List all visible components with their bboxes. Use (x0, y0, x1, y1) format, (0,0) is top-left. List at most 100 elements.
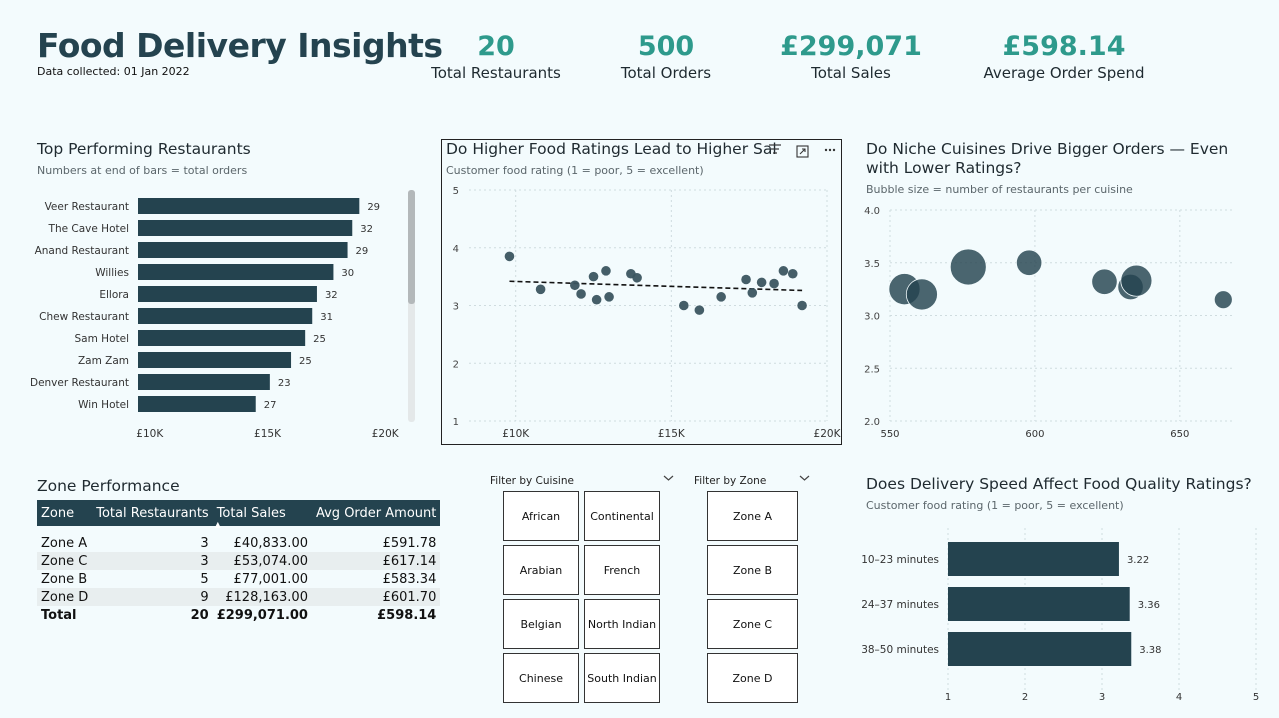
column-header-zone[interactable]: Zone (37, 500, 93, 526)
kpi-total-sales: £299,071 Total Sales (761, 30, 941, 82)
cell-avg: £591.78 (382, 535, 437, 551)
bar (138, 264, 334, 280)
cuisine-option-chinese[interactable]: Chinese (503, 653, 579, 703)
bar (138, 308, 313, 324)
category-label: Zam Zam (78, 355, 129, 367)
scatter-point (797, 300, 807, 311)
zone-option-a[interactable]: Zone A (707, 491, 798, 541)
kpi-average-order-spend: £598.14 Average Order Spend (974, 30, 1154, 82)
cell-avg: £617.14 (311, 552, 441, 570)
data-label: 3.22 (1127, 555, 1149, 566)
x-tick-label: £20K (372, 428, 400, 440)
cell-restaurants: 20 (190, 607, 209, 623)
column-header-label: Total Sales (216, 505, 286, 521)
scatter-point (787, 268, 798, 279)
cuisine-option-north-indian[interactable]: North Indian (584, 599, 660, 649)
y-tick-label: 3 (453, 302, 459, 313)
y-tick-label: 3.0 (864, 312, 880, 323)
scrollbar-thumb[interactable] (408, 190, 415, 304)
bar (948, 542, 1119, 576)
x-tick-label: 4 (1176, 692, 1182, 703)
scrollbar-track[interactable] (408, 190, 415, 422)
bar (138, 220, 353, 236)
chevron-down-icon[interactable] (799, 472, 810, 485)
zone-option-c[interactable]: Zone C (707, 599, 798, 649)
bar (138, 242, 348, 258)
filter-cuisine-label: Filter by Cuisine (490, 475, 574, 487)
data-label: 3.36 (1138, 600, 1160, 611)
x-tick-label: 2 (1022, 692, 1028, 703)
cell-zone: Total (41, 607, 77, 623)
cuisine-option-south-indian[interactable]: South Indian (584, 653, 660, 703)
data-label: 23 (278, 378, 291, 389)
x-tick-label: £10K (502, 428, 530, 440)
data-label: 25 (313, 334, 326, 345)
scatter-point (694, 305, 705, 315)
cell-avg: £598.14 (377, 607, 437, 623)
data-label: 29 (356, 246, 369, 257)
scatter-point (632, 272, 642, 283)
category-label: Sam Hotel (75, 333, 129, 345)
bubble (1015, 249, 1043, 276)
scatter-point (588, 271, 599, 282)
bar (138, 198, 360, 214)
focus-mode-icon[interactable] (796, 145, 809, 162)
cuisine-option-french[interactable]: French (584, 545, 660, 595)
cuisine-option-continental[interactable]: Continental (584, 491, 660, 541)
cuisine-option-belgian[interactable]: Belgian (503, 599, 579, 649)
ratings-scatter-plot: 1 2 3 4 5 £10K £15K £20K (453, 186, 841, 440)
category-label: Veer Restaurant (45, 201, 129, 213)
data-collected-date: Data collected: 01 Jan 2022 (37, 65, 190, 78)
scatter-point (716, 292, 726, 302)
y-tick-label: 4 (453, 244, 459, 255)
cell-avg: £601.70 (311, 588, 441, 606)
cuisine-option-african[interactable]: African (503, 491, 579, 541)
table-row: Zone B 5 £77,001.00 £583.34 (37, 570, 440, 588)
scatter-point (504, 251, 515, 262)
table-row: Zone C 3 £53,074.00 £617.14 (37, 552, 441, 570)
filter-zone-label: Filter by Zone (694, 475, 767, 487)
x-tick-label: £10K (136, 428, 164, 440)
scatter-point (604, 292, 614, 302)
category-label: Ellora (99, 289, 129, 301)
table-row: Zone D 9 £128,163.00 £601.70 (37, 588, 441, 606)
kpi-total-restaurants: 20 Total Restaurants (406, 30, 586, 82)
x-tick-label: 650 (1170, 429, 1189, 440)
column-header-total-sales[interactable]: Total Sales ▲ (212, 500, 312, 529)
kpi-value: 500 (637, 31, 695, 62)
category-label: 24–37 minutes (861, 599, 939, 611)
column-header-total-restaurants[interactable]: Total Restaurants (92, 500, 213, 526)
filter-icon[interactable] (768, 143, 782, 159)
column-header-avg-order-amount[interactable]: Avg Order Amount (311, 500, 441, 526)
y-tick-label: 3.5 (864, 259, 880, 270)
cell-restaurants: 9 (92, 588, 213, 606)
category-label: Win Hotel (78, 399, 129, 411)
sort-ascending-icon: ▲ (214, 520, 221, 529)
data-label: 29 (367, 202, 380, 213)
delivery-speed-subtitle: Customer food rating (1 = poor, 5 = exce… (866, 499, 1124, 512)
cuisine-bubble-title-line1: Do Niche Cuisines Drive Bigger Orders — … (866, 140, 1229, 158)
cell-sales: £77,001.00 (233, 571, 308, 587)
y-tick-label: 4.0 (864, 206, 880, 217)
cell-zone: Zone A (41, 535, 88, 551)
bubble (1120, 264, 1153, 297)
bar (948, 632, 1132, 666)
data-label: 3.38 (1139, 645, 1161, 656)
scatter-point (679, 300, 689, 311)
scatter-point (535, 284, 546, 295)
category-label: Willies (95, 267, 129, 279)
y-tick-label: 5 (453, 186, 459, 197)
cell-sales: £53,074.00 (212, 552, 312, 570)
chevron-down-icon[interactable] (663, 472, 674, 485)
cell-zone: Zone B (41, 571, 88, 587)
bubble (949, 248, 987, 286)
scatter-point (570, 280, 580, 291)
data-label: 25 (299, 356, 312, 367)
cell-zone: Zone C (37, 552, 93, 570)
scatter-point (769, 278, 779, 289)
top-restaurants-title: Top Performing Restaurants (37, 140, 251, 158)
zone-option-b[interactable]: Zone B (707, 545, 798, 595)
cuisine-option-arabian[interactable]: Arabian (503, 545, 579, 595)
zone-option-d[interactable]: Zone D (707, 653, 798, 703)
more-options-icon[interactable] (823, 143, 837, 159)
